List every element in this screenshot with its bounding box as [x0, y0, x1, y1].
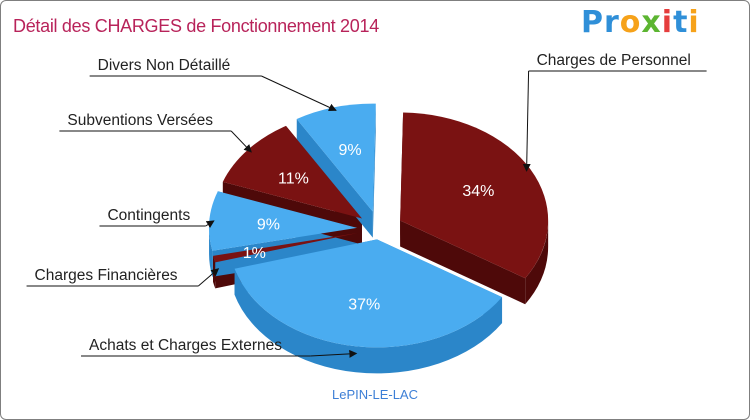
leader-contingents: [205, 220, 215, 229]
pct-label-achats-et-charges-externes: 37%: [348, 297, 380, 314]
pct-label-contingents: 9%: [257, 217, 280, 234]
pct-label-charges-de-personnel: 34%: [462, 183, 494, 200]
slice-side-achats-et-charges-externes: [234, 268, 503, 374]
label-charges-de-personnel: Charges de Personnel: [537, 52, 691, 69]
leader-charges-financieres: [198, 268, 220, 287]
slice-wall-divers-non-detaille: [372, 103, 376, 238]
slice-side-charges-de-personnel: [525, 220, 549, 305]
proxiti-logo[interactable]: Proxiti: [581, 5, 700, 40]
chart-title: Détail des CHARGES de Fonctionnement 201…: [13, 16, 379, 36]
slice-achats-et-charges-externes[interactable]: [234, 239, 503, 348]
slice-charges-financieres[interactable]: [213, 232, 358, 263]
pct-label-divers-non-detaille: 9%: [338, 142, 361, 159]
slice-wall-charges-de-personnel: [400, 220, 526, 305]
slice-subventions-versees[interactable]: [222, 125, 363, 219]
slice-wall-divers-non-detaille: [296, 118, 373, 238]
leader-subventions-versees: [230, 130, 252, 153]
leader-achats-et-charges-externes: [310, 349, 358, 358]
label-charges-financieres: Charges Financières: [35, 267, 178, 284]
label-divers-non-detaille: Divers Non Détaillé: [98, 57, 231, 74]
label-subventions-versees: Subventions Versées: [67, 112, 213, 129]
pct-label-charges-financieres: 1%: [243, 245, 266, 262]
leader-charges-de-personnel: [522, 70, 531, 172]
slice-contingents[interactable]: [209, 191, 358, 251]
chart-caption: LePIN-LE-LAC: [332, 387, 418, 402]
slice-charges-de-personnel[interactable]: [400, 112, 549, 279]
leader-divers-non-detaille: [261, 75, 337, 112]
label-contingents: Contingents: [107, 207, 190, 224]
label-achats-et-charges-externes: Achats et Charges Externes: [89, 337, 282, 354]
pct-label-subventions-versees: 11%: [278, 170, 309, 187]
slice-side-contingents: [209, 227, 213, 277]
slice-divers-non-detaille[interactable]: [296, 103, 376, 212]
